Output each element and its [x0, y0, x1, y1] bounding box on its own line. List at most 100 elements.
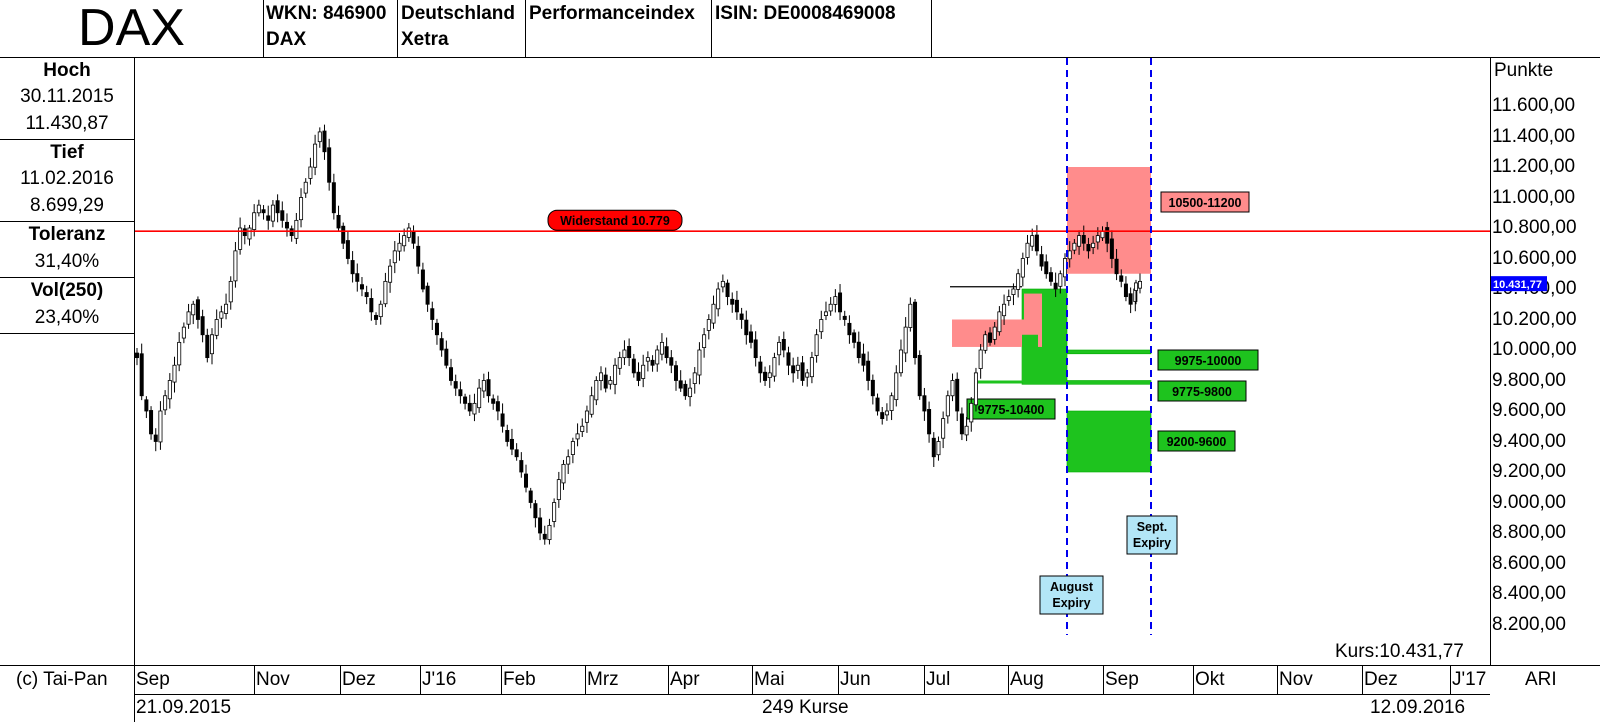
zone-label: 9200-9600 — [1167, 435, 1227, 449]
x-month-separator — [1450, 665, 1451, 694]
x-month-separator — [1008, 665, 1009, 694]
candle-body — [683, 383, 688, 397]
candle-body — [673, 365, 678, 381]
exchange-text: Xetra — [401, 29, 449, 50]
x-month-label: Feb — [503, 669, 536, 690]
candle-body — [1086, 244, 1091, 252]
vol-label: Vol(250) — [30, 280, 104, 301]
end-date: 12.09.2016 — [1370, 697, 1466, 718]
candle-body — [153, 434, 158, 442]
candle-body — [434, 322, 439, 336]
candle-body — [463, 396, 468, 404]
candle-body — [172, 364, 177, 383]
candle-body — [139, 353, 144, 397]
candle-body — [472, 402, 477, 415]
candle-body — [997, 311, 1002, 333]
candle-body — [378, 303, 383, 318]
candle-body — [491, 398, 496, 404]
candle-body — [242, 228, 247, 237]
candle-body — [1067, 250, 1072, 260]
candle-body — [809, 357, 814, 378]
y-tick-label: 10.000,00 — [1492, 339, 1577, 360]
candle-body — [617, 357, 622, 369]
candle-body — [238, 227, 243, 250]
candle-body — [894, 372, 899, 401]
candle-body — [1109, 238, 1114, 259]
candle-body — [219, 311, 224, 319]
candle-body — [411, 230, 416, 244]
copyright: (c) Tai-Pan — [16, 669, 108, 690]
candle-body — [772, 357, 777, 377]
start-date: 21.09.2015 — [136, 697, 232, 718]
candle-body — [1081, 235, 1086, 244]
candle-body — [842, 315, 847, 320]
x-month-separator — [1193, 665, 1194, 694]
candle-body — [181, 326, 186, 339]
expiry-label: Expiry — [1133, 536, 1171, 550]
candle-body — [1011, 288, 1016, 295]
isin-cell: ISIN: DE0008469008 — [712, 0, 932, 57]
high-date: 30.11.2015 — [20, 86, 114, 107]
candle-body — [1053, 282, 1058, 290]
candle-body — [983, 334, 988, 351]
y-tick-label: 8.400,00 — [1492, 583, 1566, 604]
candle-body — [580, 425, 585, 432]
candle-body — [692, 372, 697, 384]
candle-body — [444, 348, 449, 366]
candle-body — [1114, 258, 1119, 275]
candle-body — [599, 372, 604, 381]
candle-body — [191, 303, 196, 316]
candle-body — [514, 449, 519, 458]
zone-rect — [1066, 349, 1152, 355]
bottom-sub-divider — [134, 694, 1490, 695]
candle-body — [847, 322, 852, 336]
candle-body — [261, 209, 266, 214]
candle-body — [247, 227, 252, 240]
candle-body — [1044, 261, 1049, 275]
candle-body — [856, 341, 861, 359]
x-month-label: J'16 — [422, 669, 457, 690]
candle-body — [941, 418, 946, 439]
expiry-label: Expiry — [1052, 596, 1090, 610]
zone-label-box — [1157, 349, 1259, 371]
candle-body — [744, 319, 749, 336]
candle-body — [1039, 254, 1044, 267]
candle-body — [575, 433, 580, 440]
candle-body — [369, 298, 374, 313]
candle-body — [969, 402, 974, 423]
x-month-label: Nov — [256, 669, 290, 690]
candle-body — [866, 360, 871, 381]
expiry-label: August — [1050, 580, 1094, 594]
candle-body — [884, 410, 889, 416]
candle-body — [720, 280, 725, 288]
candle-body — [659, 341, 664, 355]
x-month-separator — [420, 665, 421, 694]
candle-body — [777, 341, 782, 356]
y-tick-label: 9.400,00 — [1492, 430, 1566, 452]
x-month-separator — [340, 665, 341, 694]
candle-body — [547, 524, 552, 541]
candle-body — [252, 212, 257, 230]
candle-body — [1105, 227, 1110, 244]
candle-body — [711, 303, 716, 324]
indicator-label: ARI — [1525, 669, 1557, 690]
candle-body — [509, 438, 514, 450]
y-axis-label: Punkte — [1494, 60, 1554, 81]
candle-body — [758, 361, 763, 374]
candle-body — [973, 372, 978, 406]
bottom-divider — [0, 665, 1600, 666]
x-month-label: Mrz — [587, 669, 619, 690]
candle-body — [1077, 235, 1082, 247]
candle-body — [542, 533, 547, 540]
candle-body — [823, 311, 828, 316]
candle-body — [383, 280, 388, 305]
candle-body — [1119, 275, 1124, 282]
x-month-separator — [254, 665, 255, 694]
zone-label: 9775-9800 — [1172, 385, 1232, 399]
candle-body — [1134, 282, 1138, 291]
candle-body — [828, 303, 833, 312]
candle-body — [313, 143, 318, 168]
candle-body — [678, 380, 683, 389]
zone-label: 10500-11200 — [1169, 196, 1242, 210]
x-month-separator — [838, 665, 839, 694]
